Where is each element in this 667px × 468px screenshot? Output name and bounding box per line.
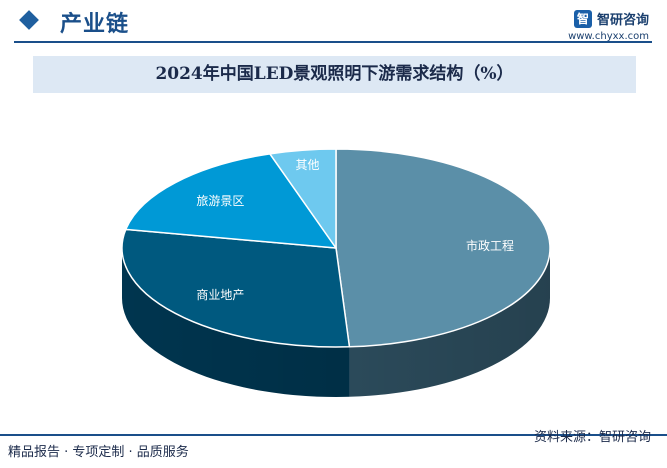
brand-name: 智研咨询	[596, 13, 649, 28]
header-divider	[14, 41, 652, 43]
footer-divider	[0, 434, 667, 436]
brand-url: www.chyxx.com	[568, 31, 649, 42]
pie-label-slice-2: 商业地产	[196, 287, 244, 302]
pie-slice-3	[125, 153, 337, 249]
pie-label-slice-1: 市政工程	[466, 238, 514, 253]
pie-label-slice-4: 其他	[296, 158, 320, 172]
pie-slice-4	[269, 148, 337, 249]
footer-tagline: 精品报告 · 专项定制 · 品质服务	[8, 445, 189, 460]
brand-logo-icon: 智	[573, 9, 592, 28]
chart-title: 2024年中国LED景观照明下游需求结构（%）	[155, 64, 514, 84]
brand: 智 智研咨询 www.chyxx.com	[568, 9, 649, 42]
pie-slice-2	[121, 228, 351, 348]
pie-side-shade	[122, 248, 350, 397]
footer-source: 资料来源：智研咨询	[533, 430, 651, 445]
pie-label-slice-3: 旅游景区	[196, 194, 244, 208]
header: 产业链	[0, 0, 667, 48]
pie-side-shade	[349, 248, 550, 397]
page-title: 产业链	[60, 12, 130, 37]
chart-title-box: 2024年中国LED景观照明下游需求结构（%）	[33, 56, 636, 93]
pie-slice-1	[335, 148, 551, 348]
